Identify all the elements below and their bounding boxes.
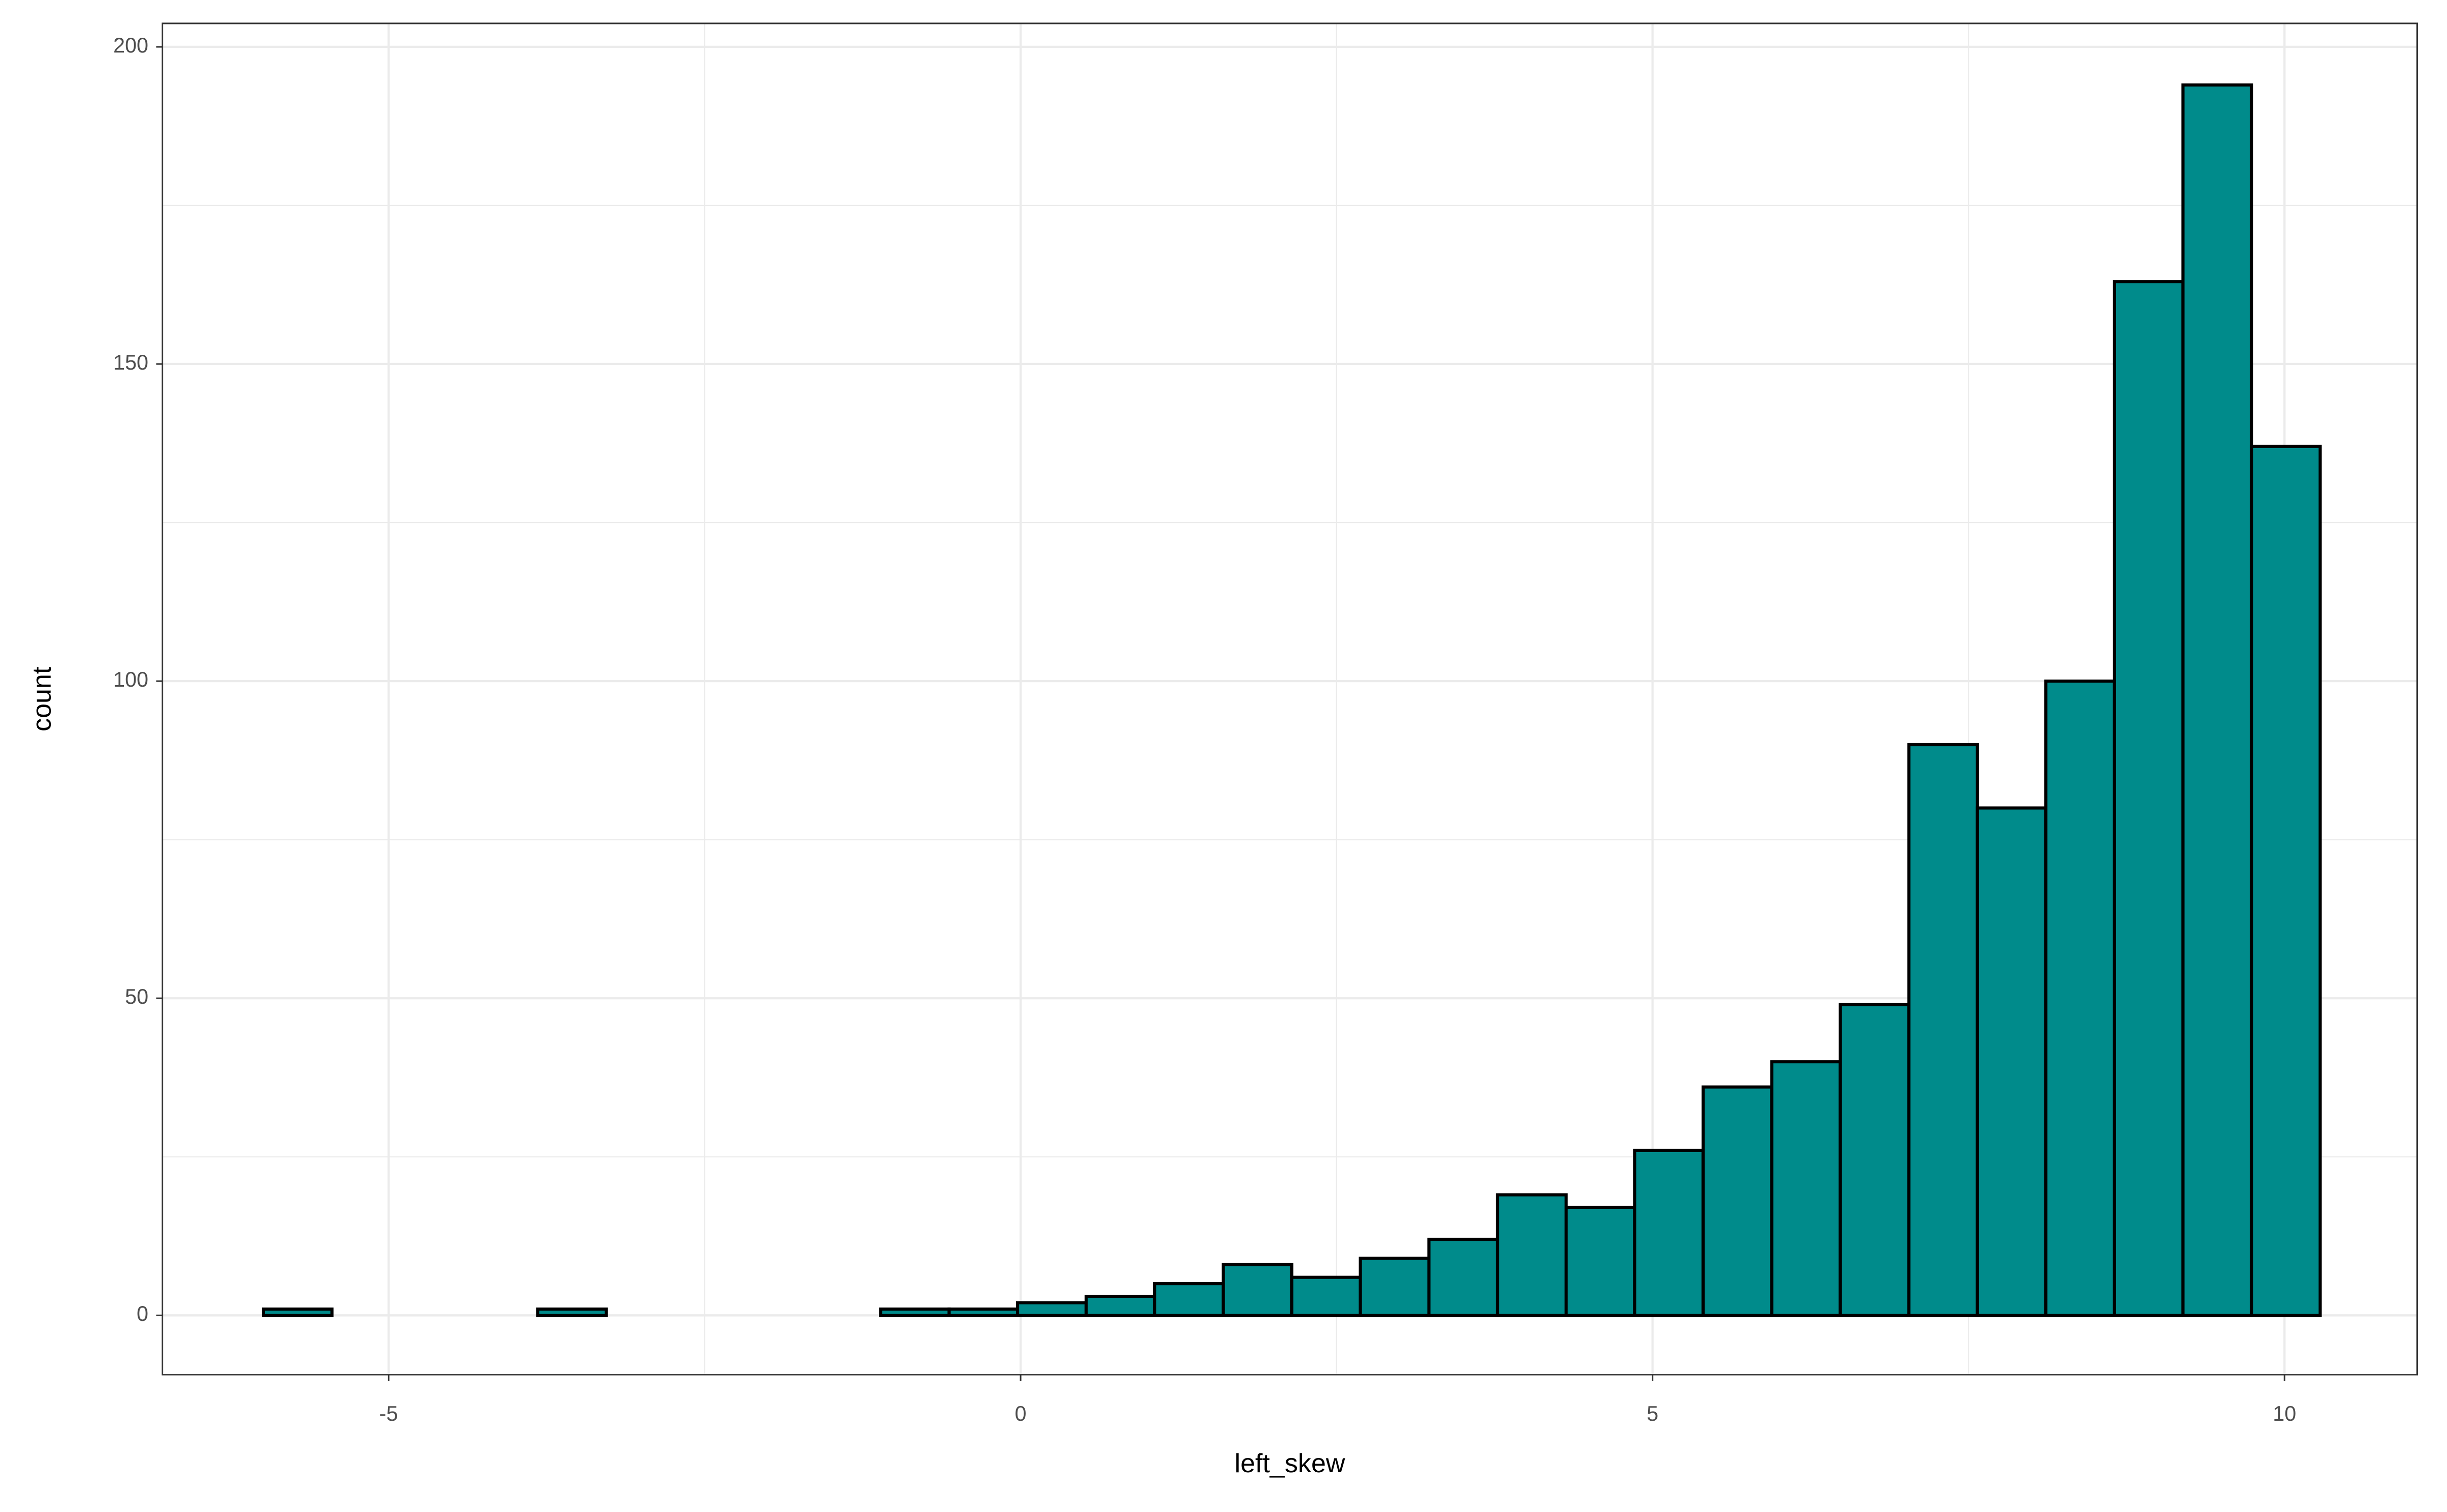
bar [1975, 806, 2048, 1317]
x-tick-label: 10 [2273, 1402, 2296, 1425]
bar [1770, 1060, 1842, 1317]
x-tick-label: 5 [1647, 1402, 1658, 1425]
bar [1290, 1275, 1362, 1317]
bar [2250, 445, 2322, 1317]
bar [947, 1307, 1020, 1317]
bar [1701, 1085, 1774, 1317]
panel-border [162, 22, 2418, 1376]
bar [1564, 1206, 1636, 1317]
bar [1907, 743, 1979, 1317]
y-tick-label: 150 [113, 351, 148, 374]
bar [2044, 680, 2116, 1317]
bar [1221, 1263, 1294, 1317]
x-axis-title: left_skew [1235, 1449, 1345, 1478]
bar [536, 1307, 608, 1317]
bar [2181, 83, 2253, 1317]
x-tick-label: -5 [379, 1402, 398, 1425]
y-tick-label: 0 [137, 1302, 148, 1325]
y-tick-label: 50 [125, 985, 148, 1008]
x-tick-label: 0 [1015, 1402, 1027, 1425]
bars [262, 83, 2322, 1317]
bar [1633, 1149, 1705, 1317]
bar [1359, 1257, 1431, 1317]
bar [1016, 1301, 1088, 1317]
bar [262, 1307, 334, 1317]
bar [879, 1307, 951, 1317]
y-axis-title: count [28, 666, 57, 732]
y-tick-label: 200 [113, 34, 148, 57]
bar [1838, 1003, 1911, 1317]
bar [1496, 1193, 1568, 1317]
y-tick-label: 100 [113, 668, 148, 691]
bar [1084, 1294, 1157, 1317]
bar [1153, 1282, 1225, 1317]
bar [2113, 280, 2185, 1317]
bar [1427, 1237, 1499, 1317]
